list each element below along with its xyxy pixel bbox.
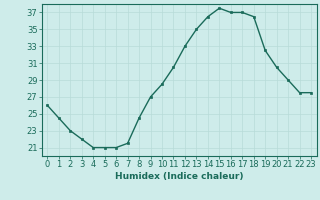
X-axis label: Humidex (Indice chaleur): Humidex (Indice chaleur) [115, 172, 244, 181]
